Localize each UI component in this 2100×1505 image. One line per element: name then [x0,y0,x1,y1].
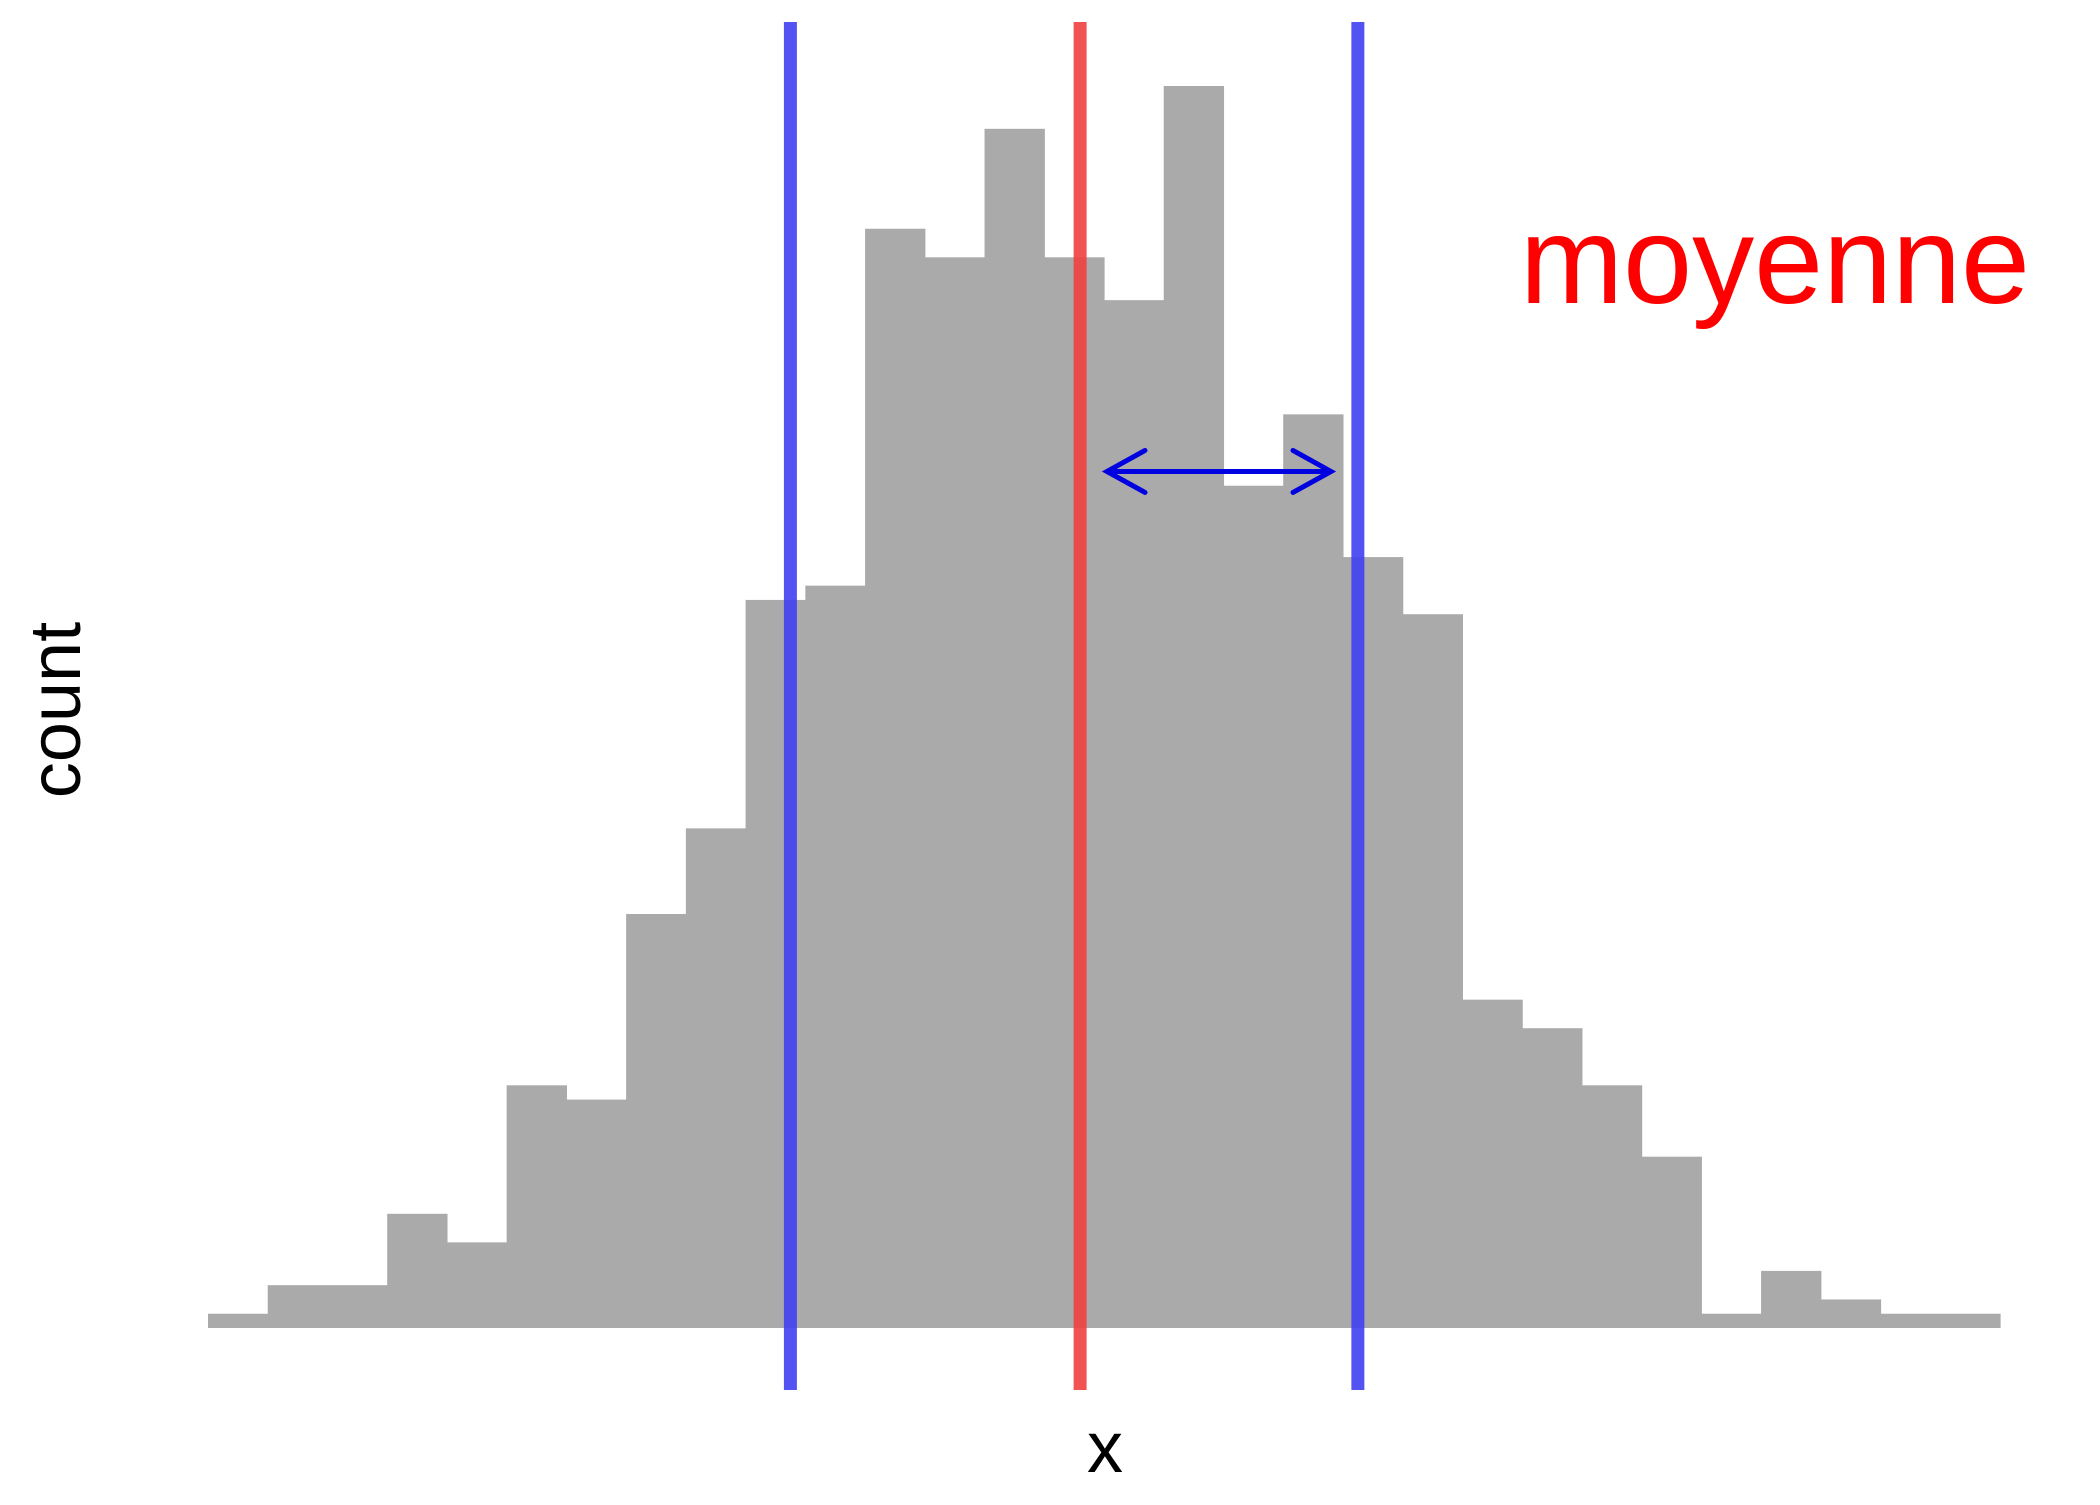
histogram-bar [1761,1270,1822,1328]
histogram-bar [1283,414,1344,1328]
histogram-bar [1163,86,1225,1328]
histogram-bar [1581,1085,1643,1328]
histogram-bar [1880,1313,1941,1328]
y-axis-label: count [16,622,96,798]
x-axis-label: x [1087,1408,1123,1488]
histogram-bar [1940,1313,2001,1328]
histogram-bar [1701,1313,1762,1328]
histogram-bar [446,1242,508,1328]
histogram-bar [208,1313,269,1328]
histogram-bar [984,128,1045,1328]
histogram-bar [566,1099,627,1328]
mean-annotation-label: moyenne [1520,192,2030,330]
histogram-bar [685,828,747,1328]
histogram-bar [1641,1156,1702,1328]
histogram-bar [506,1085,567,1328]
sd-arrow-head-right [1290,447,1337,495]
histogram-bar [327,1285,388,1328]
histogram-bar [924,257,986,1329]
sd-arrow-head-left [1101,447,1148,495]
histogram-bar [805,585,866,1328]
histogram-bar [1820,1299,1882,1328]
histogram-bar [1522,1028,1583,1328]
histogram-bar [387,1213,448,1328]
reference-lines-layer [783,22,1365,1390]
histogram-bar [626,914,687,1328]
histogram-bar [1402,614,1463,1328]
histogram-bar [1462,999,1523,1328]
histogram-bar [1223,485,1284,1329]
arrow-layer [1101,447,1337,495]
histogram-bar [267,1285,329,1328]
histogram-bar [865,228,926,1328]
